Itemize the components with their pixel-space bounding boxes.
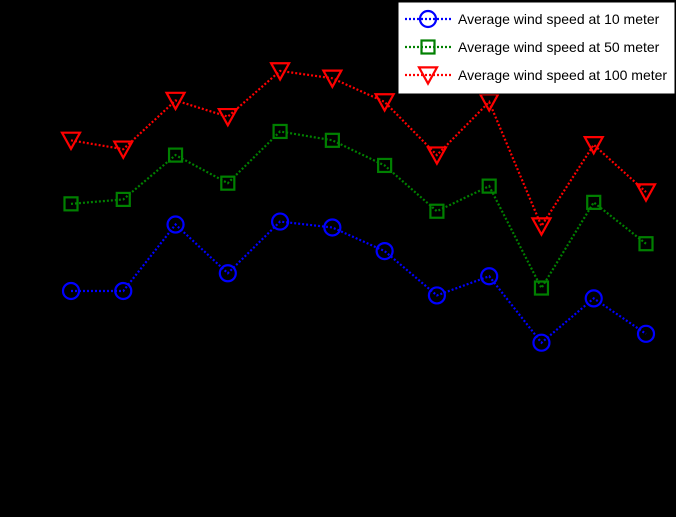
series-2-point <box>324 132 340 148</box>
series-2-point <box>63 196 79 212</box>
series-2-point <box>429 203 445 219</box>
series-1-point <box>166 215 185 234</box>
legend-label-2: Average wind speed at 50 meter <box>458 39 660 55</box>
series-3-point <box>216 107 239 128</box>
series-3-point <box>635 183 657 203</box>
legend-label-3: Average wind speed at 100 meter <box>458 67 667 83</box>
series-1-point <box>427 286 447 305</box>
series-2-point <box>167 147 184 163</box>
series-2-point <box>377 157 393 174</box>
series-1-point <box>584 289 603 308</box>
series-2-point <box>220 175 236 191</box>
series-1-point <box>375 242 394 261</box>
legend-marker-3 <box>417 66 439 86</box>
series-3-point <box>426 146 448 166</box>
series-3-point <box>164 91 187 112</box>
series-2-point <box>481 178 497 194</box>
series-line-1 <box>71 220 647 345</box>
series-3-point <box>112 140 135 161</box>
series-2-point <box>638 236 654 252</box>
series-1-point <box>270 212 290 231</box>
series-1-point <box>480 267 499 286</box>
series-line-3 <box>70 69 647 229</box>
legend-marker-1 <box>418 9 438 29</box>
series-line-2 <box>70 130 647 291</box>
series-1-point <box>323 218 342 237</box>
series-3-point <box>582 136 605 156</box>
series-3-point <box>530 217 553 237</box>
series-1-point <box>61 281 81 301</box>
series-2-point <box>272 123 288 140</box>
series-1-point <box>218 264 237 283</box>
series-3-point <box>269 62 291 82</box>
series-3-point <box>321 69 344 90</box>
series-2-point <box>115 191 131 208</box>
series-layer <box>60 62 657 352</box>
series-1-point <box>532 333 551 352</box>
legend-box <box>397 1 676 95</box>
series-3-point <box>60 131 82 152</box>
series-2-point <box>586 194 602 210</box>
series-1-point <box>114 281 133 301</box>
legend-label-1: Average wind speed at 10 meter <box>458 11 660 27</box>
series-3-point <box>373 93 396 113</box>
legend: Average wind speed at 10 meter Average wi… <box>397 1 676 95</box>
legend-marker-2 <box>420 39 436 55</box>
series-2-point <box>533 280 550 296</box>
series-1-point <box>636 324 656 343</box>
legend-entries: Average wind speed at 10 meter Average wi… <box>405 9 667 86</box>
